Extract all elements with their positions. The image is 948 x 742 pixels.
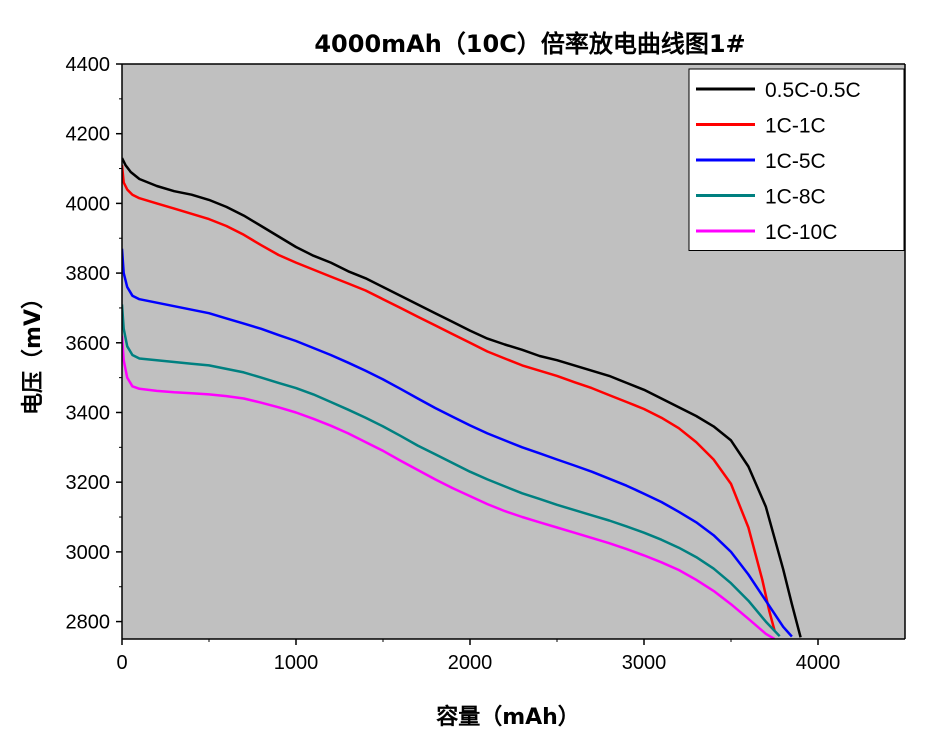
x-tick-label: 2000: [448, 652, 493, 674]
x-tick-label: 1000: [274, 652, 319, 674]
y-axis-title: 电压（mV）: [21, 287, 46, 415]
axes-layer: 2800 3000 3200 3400 3600 3800 4000 4200 4400 0 100…: [66, 54, 906, 674]
y-tick-label: 3600: [66, 333, 111, 355]
y-tick-label: 3400: [66, 402, 111, 424]
series-line-5: [122, 335, 776, 639]
y-tick-label: 3800: [66, 263, 111, 285]
legend-label-5: 1C-10C: [765, 221, 837, 244]
legend-label-1: 0.5C-0.5C: [765, 79, 861, 102]
y-tick-label: 4200: [66, 124, 111, 146]
legend-label-3: 1C-5C: [765, 150, 826, 173]
chart-title: 4000mAh（10C）倍率放电曲线图1#: [314, 30, 745, 58]
legend: 0.5C-0.5C 1C-1C 1C-5C 1C-8C 1C-10C: [688, 68, 905, 251]
x-tick-label: 3000: [622, 652, 667, 674]
legend-label-2: 1C-1C: [765, 115, 826, 138]
series-layer: [122, 157, 802, 639]
y-tick-label: 4000: [66, 193, 111, 215]
series-line-3: [122, 248, 793, 638]
y-tick-label: 3200: [66, 472, 111, 494]
series-line-4: [122, 304, 781, 638]
legend-label-4: 1C-8C: [765, 186, 826, 209]
series-line-1: [122, 157, 802, 638]
x-tick-label: 4000: [796, 652, 841, 674]
y-tick-label: 4400: [66, 54, 111, 76]
series-line-2: [122, 164, 776, 631]
x-axis-title: 容量（mAh）: [436, 704, 580, 730]
y-tick-label: 2800: [66, 612, 111, 634]
x-tick-label: 0: [116, 652, 127, 674]
y-tick-label: 3000: [66, 542, 111, 564]
